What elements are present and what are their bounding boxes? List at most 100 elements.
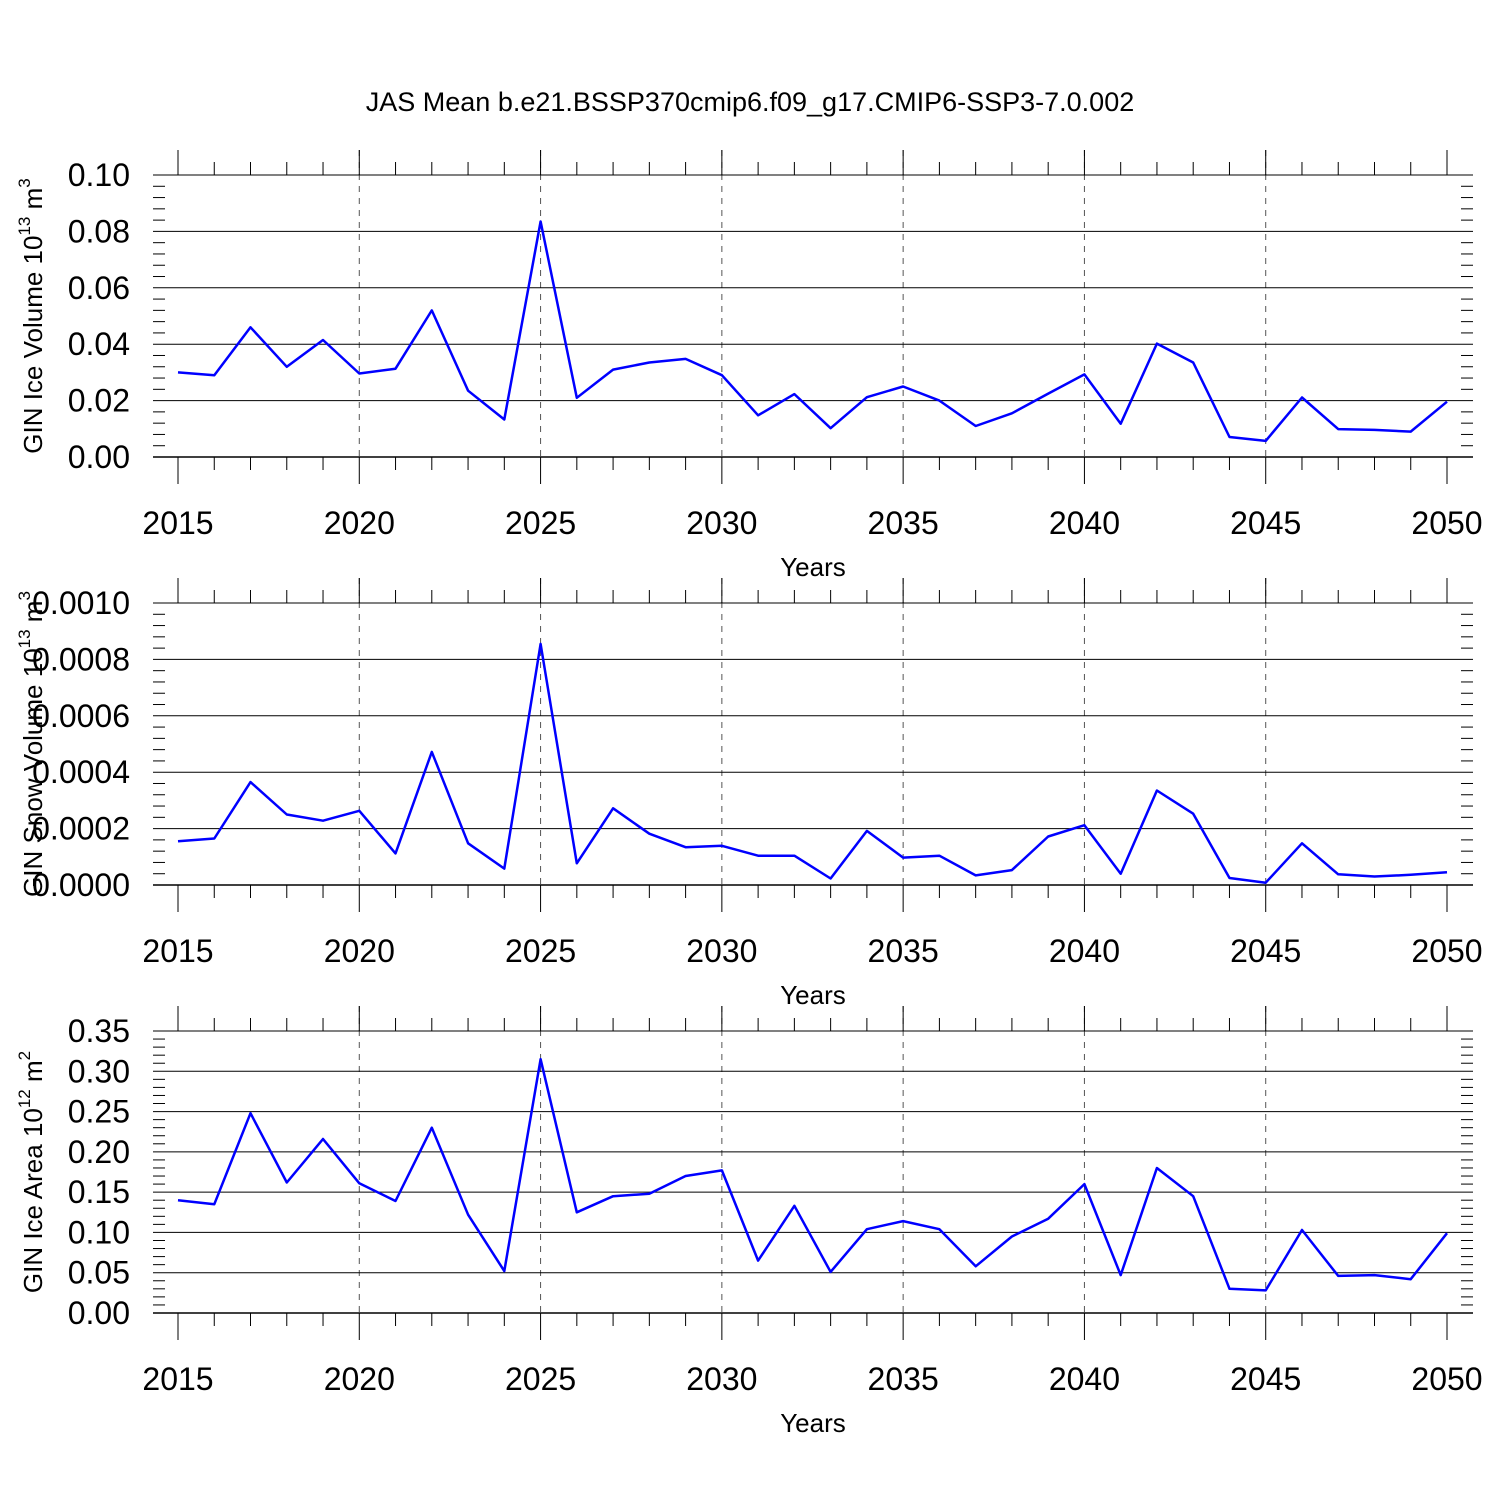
y-axis-label: GIN Ice Volume 1013 m3 [15, 178, 48, 454]
y-tick-label: 0.0010 [32, 585, 130, 621]
y-tick-label: 0.20 [68, 1134, 130, 1170]
x-tick-label: 2050 [1411, 1361, 1482, 1397]
data-point [1336, 427, 1340, 431]
data-point [1082, 372, 1086, 376]
x-tick-label: 2040 [1049, 505, 1120, 541]
data-point [1372, 1273, 1376, 1277]
data-point [321, 819, 325, 823]
data-point [1336, 1274, 1340, 1278]
data-point [684, 1174, 688, 1178]
x-tick-label: 2015 [142, 1361, 213, 1397]
data-point [1409, 1277, 1413, 1281]
data-point [1409, 430, 1413, 434]
data-point [212, 1202, 216, 1206]
y-tick-label: 0.05 [68, 1255, 130, 1291]
data-point [575, 396, 579, 400]
data-point [756, 854, 760, 858]
data-point [1227, 1287, 1231, 1291]
data-point [1372, 428, 1376, 432]
data-point [792, 1204, 796, 1208]
data-point [684, 845, 688, 849]
y-tick-label: 0.08 [68, 213, 130, 249]
data-point [1046, 1217, 1050, 1221]
data-point [1372, 875, 1376, 879]
data-point [1010, 1234, 1014, 1238]
data-point [974, 1264, 978, 1268]
data-point [394, 1199, 398, 1203]
y-tick-label: 0.0006 [32, 698, 130, 734]
x-tick-label: 2030 [686, 933, 757, 969]
data-point [756, 413, 760, 417]
data-point [502, 867, 506, 871]
data-point [285, 1180, 289, 1184]
data-point [1119, 1273, 1123, 1277]
data-point [1264, 881, 1268, 885]
data-point [901, 1219, 905, 1223]
data-point [285, 365, 289, 369]
y-axis-label: GIN Snow Volume 1013 m3 [15, 591, 48, 897]
data-point [575, 861, 579, 865]
data-point [539, 220, 543, 224]
data-point [357, 372, 361, 376]
data-point [1191, 812, 1195, 816]
data-point [249, 1111, 253, 1115]
data-point [212, 836, 216, 840]
data-point [502, 417, 506, 421]
data-point [937, 399, 941, 403]
data-point [1155, 789, 1159, 793]
data-point [865, 395, 869, 399]
x-tick-label: 2020 [324, 1361, 395, 1397]
data-point [1227, 435, 1231, 439]
data-point [466, 841, 470, 845]
data-point [901, 856, 905, 860]
data-point [1046, 392, 1050, 396]
x-tick-label: 2020 [324, 505, 395, 541]
data-point [974, 873, 978, 877]
data-point [539, 642, 543, 646]
data-point [1191, 1194, 1195, 1198]
data-point [321, 338, 325, 342]
x-tick-label: 2050 [1411, 505, 1482, 541]
data-point [1300, 841, 1304, 845]
y-tick-label: 0.04 [68, 326, 130, 362]
x-tick-label: 2025 [505, 933, 576, 969]
x-tick-label: 2045 [1230, 505, 1301, 541]
data-point [1445, 400, 1449, 404]
data-point [321, 1137, 325, 1141]
panel-3: 0.00 0.05 0.10 0.15 0.20 0.25 0.30 0.35 2015 2020… [15, 1006, 1483, 1438]
x-axis-label: Years [780, 1408, 846, 1438]
data-point [394, 367, 398, 371]
x-tick-label: 2050 [1411, 933, 1482, 969]
data-point [647, 1192, 651, 1196]
data-point [212, 373, 216, 377]
data-point [720, 1168, 724, 1172]
data-point [1264, 1288, 1268, 1292]
data-point [1082, 823, 1086, 827]
data-point [1010, 868, 1014, 872]
data-point [1191, 361, 1195, 365]
data-point [430, 308, 434, 312]
data-point [1046, 834, 1050, 838]
y-tick-label: 0.0002 [32, 811, 130, 847]
data-point [1445, 870, 1449, 874]
y-tick-label: 0.00 [68, 439, 130, 475]
data-point [502, 1269, 506, 1273]
data-point [937, 1227, 941, 1231]
data-point [1155, 1166, 1159, 1170]
x-tick-label: 2035 [868, 505, 939, 541]
y-tick-label: 0.10 [68, 157, 130, 193]
data-point [865, 829, 869, 833]
data-point [1010, 411, 1014, 415]
data-point [1227, 876, 1231, 880]
x-tick-label: 2025 [505, 1361, 576, 1397]
data-point [357, 809, 361, 813]
data-point [176, 839, 180, 843]
x-tick-label: 2045 [1230, 933, 1301, 969]
data-point [720, 373, 724, 377]
data-point [720, 844, 724, 848]
panel-2: 0.0000 0.0002 0.0004 0.0006 0.0008 0.0010 2015… [15, 578, 1483, 1010]
data-point [611, 806, 615, 810]
series-line [177, 642, 1448, 884]
data-point [1445, 1231, 1449, 1235]
